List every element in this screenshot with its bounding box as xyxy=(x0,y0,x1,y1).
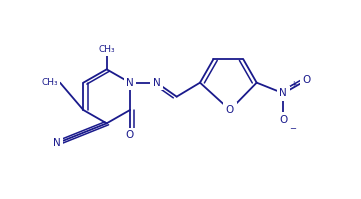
Text: N: N xyxy=(279,88,287,98)
Text: −: − xyxy=(289,124,296,134)
Text: CH₃: CH₃ xyxy=(42,78,58,87)
Text: N: N xyxy=(126,78,134,88)
Text: N: N xyxy=(53,138,61,148)
Text: O: O xyxy=(303,75,311,85)
Text: O: O xyxy=(226,105,234,115)
Text: N: N xyxy=(153,78,161,88)
Text: CH₃: CH₃ xyxy=(98,45,115,54)
Text: O: O xyxy=(126,130,134,140)
Text: O: O xyxy=(279,115,287,125)
Text: +: + xyxy=(290,80,297,89)
